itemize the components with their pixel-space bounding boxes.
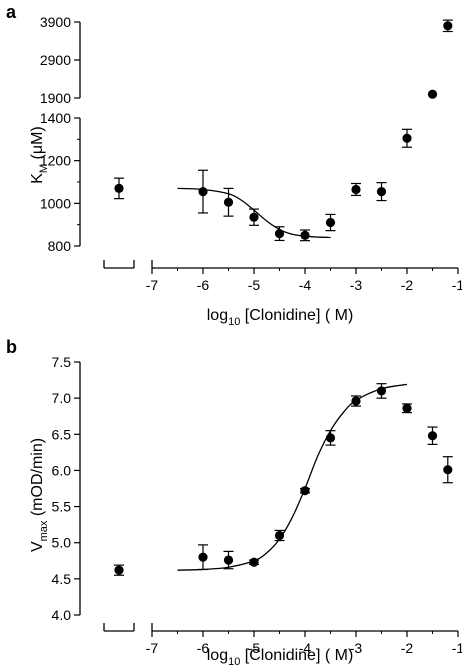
panel-a-data-point [427, 89, 438, 99]
panel-b-data-point [402, 403, 412, 413]
panel-b-data-point [274, 530, 285, 541]
panel-b-x-tick-label: -6 [197, 640, 210, 656]
panel-a-label: a [6, 2, 17, 22]
panel-a-y-tick-label: 1200 [40, 153, 71, 169]
panel-a-x-tick-label: -6 [197, 277, 210, 293]
panel-b-y-tick-label: 5.5 [52, 499, 72, 515]
panel-a-data-point [114, 183, 124, 193]
panel-b-y-tick-label: 7.5 [52, 354, 72, 370]
panel-b-y-tick-label: 7.0 [52, 390, 72, 406]
panel-b-x-tick-label: -1 [452, 640, 462, 656]
panel-b-data-point [351, 396, 361, 406]
panel-a-points [114, 19, 453, 242]
panel-b-x-tick-label: -2 [401, 640, 414, 656]
panel-a-data-point [376, 187, 387, 197]
panel-b-y-tick-label: 4.5 [52, 571, 72, 587]
panel-a-y-tick-label: 3900 [40, 14, 71, 30]
panel-b-y-tick-label: 4.0 [52, 607, 72, 623]
panel-b: b 4.0 4.5 5.0 5.5 6.0 6.5 7.0 7.5 -7 -6 -5 -4 -3 -2 -1… [6, 337, 462, 666]
panel-a-data-point [351, 184, 361, 195]
panel-a-x-tick-label: -2 [401, 277, 414, 293]
panel-a-x-tick-label: -3 [350, 277, 363, 293]
panel-a-y-axis-title: KM (μM) [29, 126, 50, 184]
panel-a-x-tick-label: -5 [248, 277, 261, 293]
panel-a-data-point [274, 229, 285, 239]
panel-a-data-point [300, 230, 310, 240]
panel-a-y-tick-label: 1400 [40, 110, 71, 126]
panel-b-x-tick-label: -3 [350, 640, 363, 656]
panel-a-y-tick-label: 1900 [40, 90, 71, 106]
panel-b-y-axis-title: Vmax (mOD/min) [29, 438, 50, 552]
panel-a-data-point [198, 187, 208, 197]
panel-a-x-axis-title: log10 [Clonidine] ( M) [207, 307, 354, 328]
panel-b-data-point [376, 386, 387, 396]
panel-b-y-tick-label: 5.0 [52, 535, 72, 551]
panel-b-x-axis-title: log10 [Clonidine] ( M) [207, 647, 354, 666]
panel-b-data-point [300, 486, 310, 496]
panel-b-data-point [325, 433, 336, 443]
panel-b-data-point [249, 557, 259, 567]
panel-a: a 800 1000 1200 1400 1900 2900 3900 -7 -6 -5 -4 -3 -… [6, 2, 462, 328]
panel-b-x-tick-label: -4 [299, 640, 312, 656]
panel-b-fit [177, 383, 408, 571]
panel-a-x-tick-label: -4 [299, 277, 312, 293]
panel-b-x-tick-label: -7 [146, 640, 159, 656]
panel-b-data-point [223, 555, 234, 565]
panel-b-data-point [427, 431, 438, 441]
panel-b-y-tick-label: 6.0 [52, 462, 72, 478]
panel-b-data-point [198, 552, 208, 562]
panel-b-data-point [443, 465, 453, 475]
panel-b-fit-curve [177, 383, 408, 571]
panel-b-x-tick-label: -5 [248, 640, 261, 656]
panel-a-data-point [402, 133, 412, 143]
panel-b-label: b [6, 337, 17, 357]
panel-a-y-tick-label: 2900 [40, 52, 71, 68]
panel-a-axes: 800 1000 1200 1400 1900 2900 3900 -7 -6 -5 -4 -3 -2 -… [40, 14, 462, 293]
panel-a-data-point [249, 212, 259, 222]
panel-b-data-point [114, 565, 124, 575]
panel-b-y-tick-label: 6.5 [52, 426, 72, 442]
panel-a-y-tick-label: 1000 [40, 195, 71, 211]
panel-a-x-tick-label: -7 [146, 277, 159, 293]
panel-b-points [114, 383, 453, 576]
panel-b-axes: 4.0 4.5 5.0 5.5 6.0 6.5 7.0 7.5 -7 -6 -5 -4 -3 -2 -1 [52, 354, 462, 656]
panel-a-y-tick-label: 800 [48, 238, 72, 254]
panel-a-data-point [325, 217, 336, 228]
panel-a-data-point [223, 197, 234, 207]
panel-a-data-point [443, 21, 453, 31]
panel-a-x-tick-label: -1 [452, 277, 462, 293]
